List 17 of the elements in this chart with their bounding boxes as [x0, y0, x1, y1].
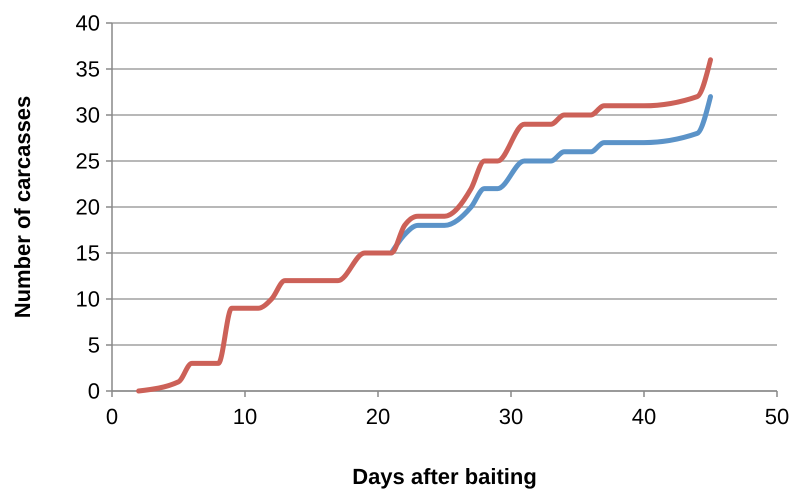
- x-tick-label: 40: [632, 404, 656, 429]
- x-tick-label: 30: [498, 404, 524, 429]
- y-tick-label: 40: [76, 10, 100, 36]
- y-tick-label: 15: [76, 240, 100, 266]
- y-tick-label: 30: [76, 102, 100, 128]
- y-tick-label: 35: [76, 56, 100, 82]
- x-tick-label: 50: [764, 404, 790, 429]
- y-tick-label: 0: [88, 378, 100, 404]
- x-tick-label: 20: [366, 404, 390, 429]
- y-tick-label: 10: [76, 286, 100, 312]
- y-tick-label: 20: [76, 194, 100, 220]
- x-tick-label: 10: [232, 404, 258, 429]
- x-axis-title: Days after baiting: [352, 464, 537, 489]
- y-tick-label: 25: [76, 148, 100, 174]
- y-tick-label: 5: [88, 332, 100, 358]
- x-tick-label: 0: [106, 404, 118, 429]
- y-axis-title: Number of carcasses: [10, 96, 35, 318]
